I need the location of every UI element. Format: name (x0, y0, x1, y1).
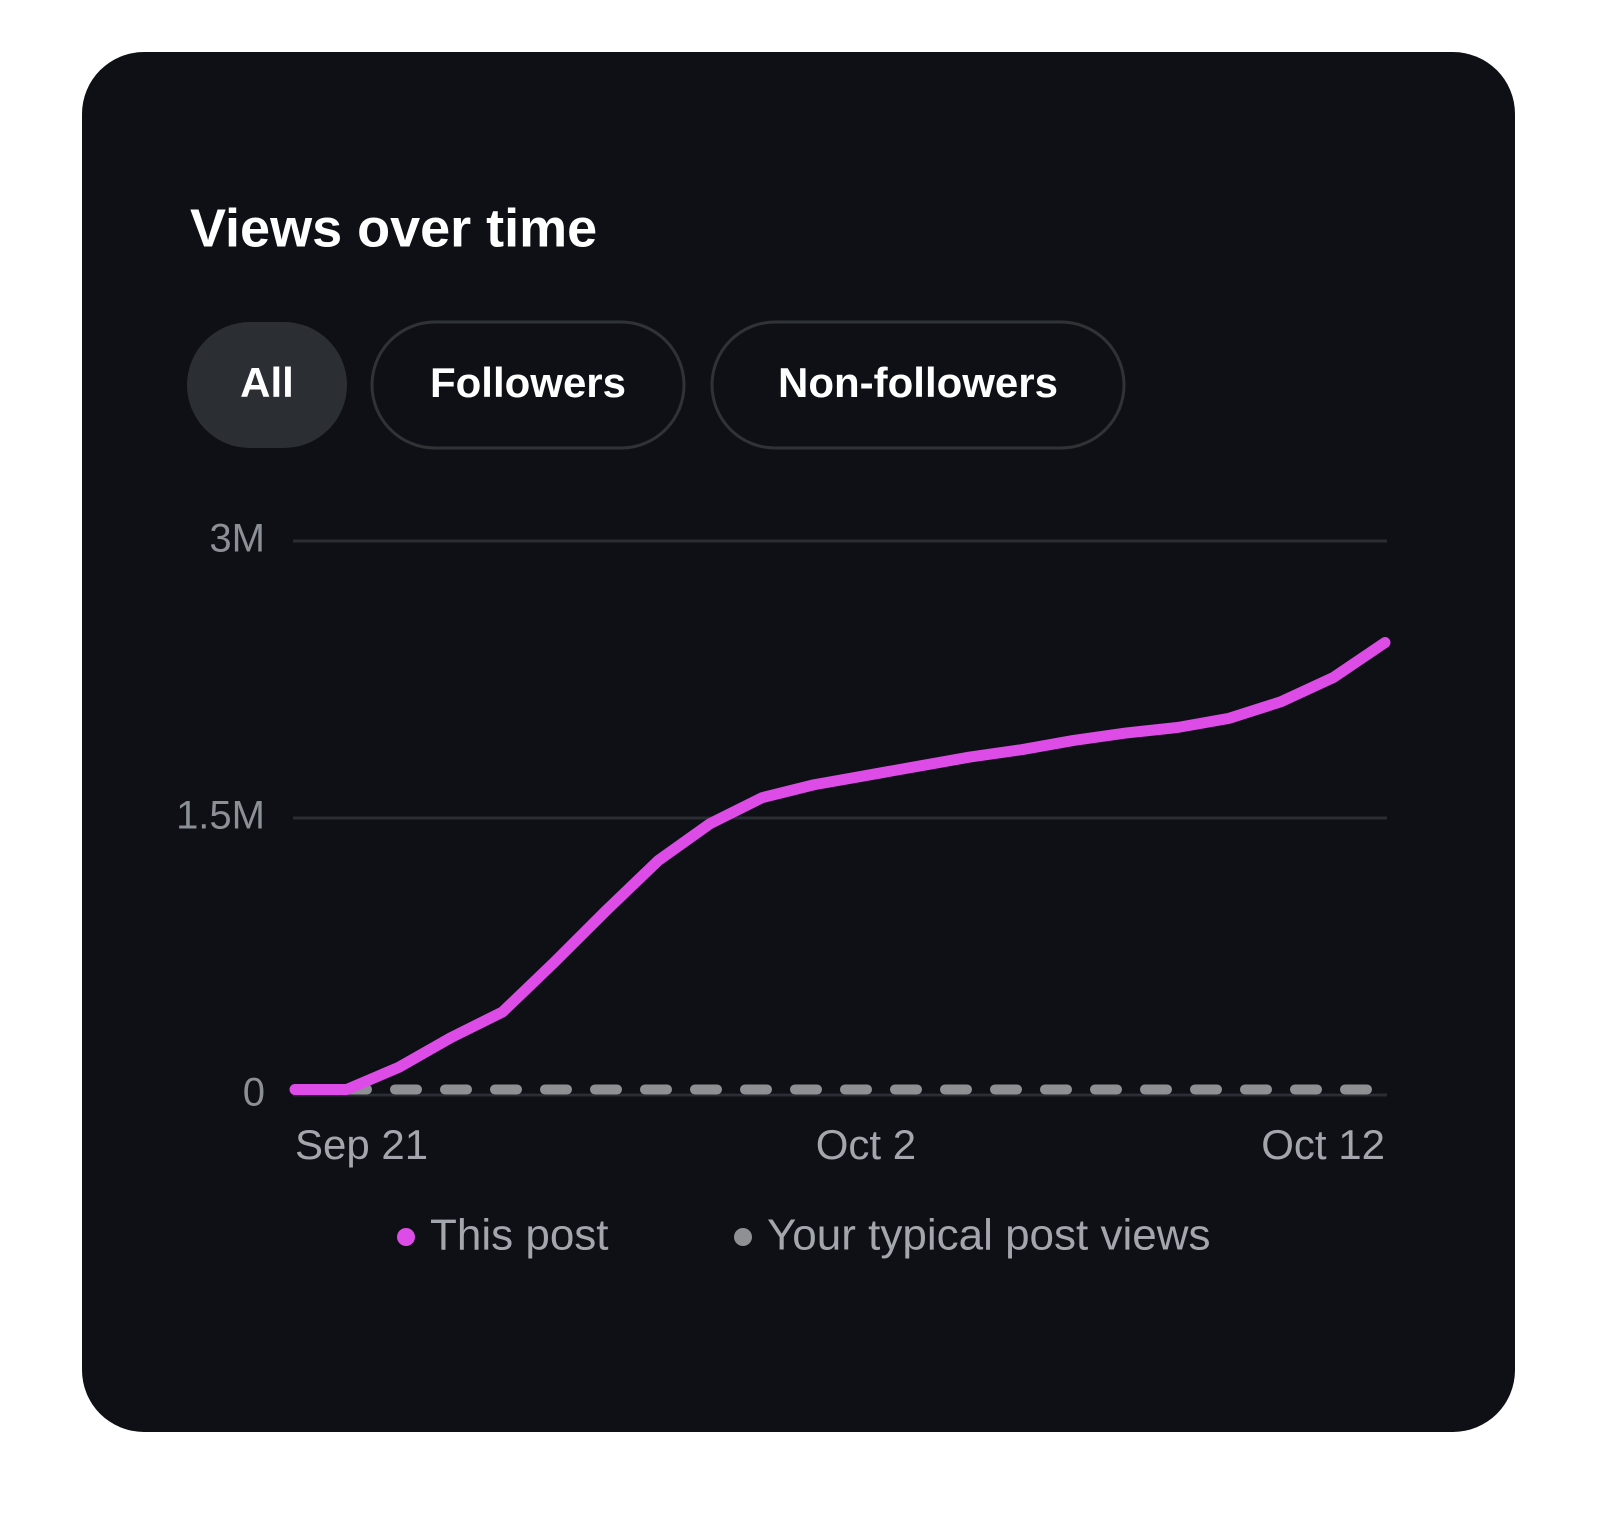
tab[interactable] (370, 320, 686, 450)
tab[interactable] (710, 320, 1126, 450)
tab[interactable] (187, 322, 347, 448)
y-tick-label: 0 (243, 1071, 265, 1115)
series-line (289, 637, 1391, 1095)
x-tick-label: Oct 12 (1261, 1121, 1385, 1168)
tab-label[interactable]: Followers (430, 359, 626, 406)
y-tick-label: 1.5M (176, 794, 265, 838)
tab-label[interactable]: All (240, 359, 294, 406)
legend-label: Your typical post views (767, 1211, 1210, 1260)
legend-dot (397, 1228, 415, 1246)
legend-label: This post (430, 1211, 609, 1260)
chart-title: Views over time (190, 198, 597, 258)
x-tick-label: Oct 2 (816, 1121, 916, 1168)
x-tick-label: Sep 21 (295, 1121, 428, 1168)
legend-dot (734, 1228, 752, 1246)
tab-label[interactable]: Non-followers (778, 359, 1058, 406)
y-tick-label: 3M (209, 517, 265, 561)
